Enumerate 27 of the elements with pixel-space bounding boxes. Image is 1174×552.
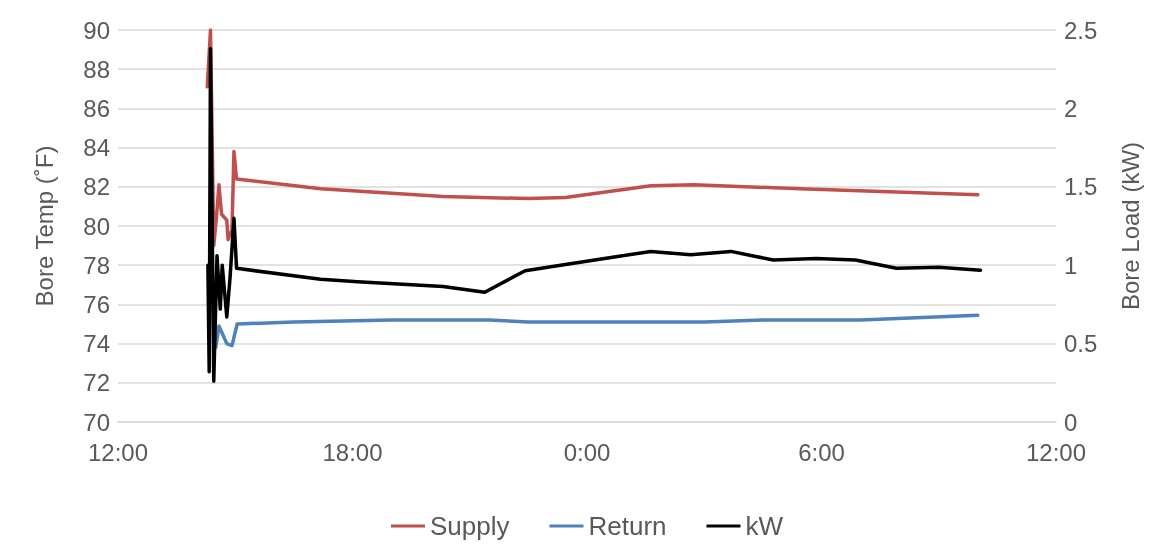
y-tick-label: 88 [83,55,110,83]
x-tick-label: 18:00 [322,438,383,466]
y-tick-label: 78 [83,251,110,279]
y-tick-label: 72 [83,369,110,397]
y-tick-label: 84 [83,134,110,162]
y-tick-label: 86 [83,94,110,122]
y-tick-label: 76 [83,290,110,318]
y2-axis-title: Bore Load (kW) [1116,141,1144,311]
y-axis-title: Bore Temp (˚F) [30,145,58,307]
y2-tick-label: 2 [1064,94,1078,122]
y-tick-label: 90 [83,16,110,44]
y2-tick-label: 2.5 [1064,16,1098,44]
x-tick-label: 12:00 [87,438,149,466]
y-tick-label: 80 [83,212,110,240]
y2-tick-label: 1 [1064,251,1078,279]
x-tick-label: 12:00 [1025,438,1087,466]
x-tick-label: 0:00 [563,438,611,466]
y2-tick-label: 0.5 [1064,330,1098,358]
y-tick-label: 82 [83,173,110,201]
y-tick-label: 74 [83,330,110,358]
legend-label: Return [588,511,667,541]
legend-label: kW [745,511,784,541]
y2-tick-label: 0 [1064,408,1078,436]
legend-label: Supply [429,511,510,541]
x-tick-label: 6:00 [798,438,845,466]
y2-tick-label: 1.5 [1064,173,1098,201]
y-tick-label: 70 [83,408,110,436]
